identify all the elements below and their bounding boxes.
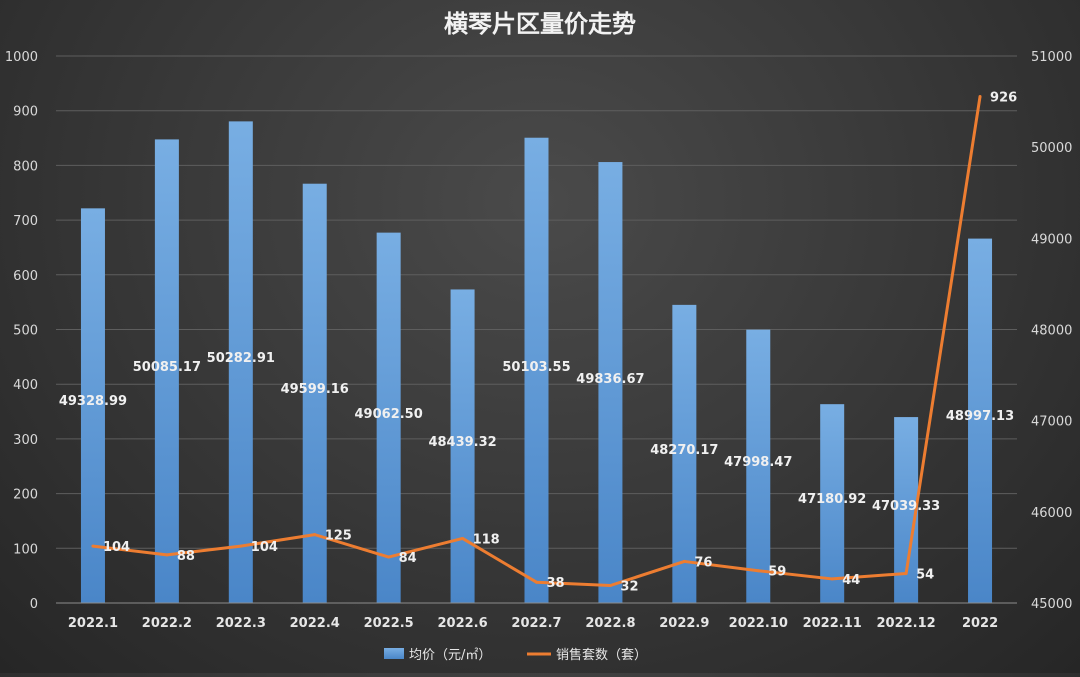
y-left-tick-label: 300 <box>13 433 38 448</box>
y-right-tick-label: 49000 <box>1031 232 1072 247</box>
y-right-tick-label: 51000 <box>1031 50 1072 65</box>
line-point <box>91 544 95 548</box>
bar-value-label: 47998.47 <box>724 455 792 470</box>
bar-value-label: 49328.99 <box>59 394 127 409</box>
bar-value-label: 49599.16 <box>281 382 349 397</box>
y-left-tick-label: 200 <box>13 488 38 503</box>
chart-title: 横琴片区量价走势 <box>444 10 636 38</box>
x-tick-label: 2022.1 <box>68 616 118 631</box>
x-tick-label: 2022.9 <box>659 616 709 631</box>
line-point <box>239 544 243 548</box>
legend: 均价（元/㎡） 销售套数（套） <box>384 647 647 663</box>
bar <box>746 329 771 603</box>
x-tick-label: 2022.8 <box>585 616 635 631</box>
line-series <box>91 94 982 587</box>
bar <box>450 289 475 603</box>
x-tick-label: 2022.10 <box>729 616 788 631</box>
legend-label-line: 销售套数（套） <box>556 647 647 663</box>
y-right-tick-label: 48000 <box>1031 324 1072 339</box>
x-tick-label: 2022.6 <box>437 616 487 631</box>
x-tick-label: 2022.5 <box>364 616 414 631</box>
bar-value-label: 48270.17 <box>650 443 718 458</box>
bar <box>376 232 401 603</box>
y-left-tick-label: 800 <box>13 159 38 174</box>
line-value-label: 88 <box>177 549 195 564</box>
line-value-label: 125 <box>325 529 352 544</box>
bar <box>820 404 845 603</box>
bar-value-label: 47039.33 <box>872 499 940 514</box>
y-left-tick-label: 400 <box>13 378 38 393</box>
line-point <box>387 555 391 559</box>
line-value-label: 926 <box>990 90 1017 105</box>
line-value-label: 54 <box>916 567 934 582</box>
bar <box>302 183 327 604</box>
legend-swatch-bar <box>384 648 404 659</box>
line-value-label: 118 <box>473 532 500 547</box>
y-left-tick-label: 100 <box>13 542 38 557</box>
line-point <box>682 559 686 563</box>
y-left-tick-label: 600 <box>13 269 38 284</box>
line-value-label: 32 <box>620 579 638 594</box>
x-tick-label: 2022 <box>962 616 998 631</box>
bar-value-label: 50282.91 <box>207 351 275 366</box>
line-value-label: 84 <box>399 551 417 566</box>
y-left-tick-label: 700 <box>13 214 38 229</box>
line-value-label: 104 <box>103 540 130 555</box>
bar-value-label: 47180.92 <box>798 492 866 507</box>
line-value-label: 44 <box>842 573 860 588</box>
bar <box>672 304 697 603</box>
y-right-tick-label: 47000 <box>1031 415 1072 430</box>
bar-value-label: 49062.50 <box>355 407 423 422</box>
x-tick-label: 2022.12 <box>877 616 936 631</box>
line-point <box>165 553 169 557</box>
bar-series <box>80 121 993 604</box>
line-point <box>756 569 760 573</box>
bar <box>598 162 623 603</box>
y-right-tick-label: 46000 <box>1031 506 1072 521</box>
y-left-tick-label: 1000 <box>5 50 38 65</box>
x-tick-label: 2022.4 <box>290 616 340 631</box>
bar <box>80 208 105 604</box>
axes: 0 100 200 300 400 500 600 700 800 900 1000 45000 460… <box>5 50 1072 631</box>
legend-label-bar: 均价（元/㎡） <box>409 648 491 663</box>
line-point <box>830 577 834 581</box>
y-right-tick-label: 50000 <box>1031 141 1072 156</box>
x-tick-label: 2022.2 <box>142 616 192 631</box>
line-value-label: 38 <box>547 576 565 591</box>
y-right-tick-label: 45000 <box>1031 597 1072 612</box>
line-value-label: 104 <box>251 540 278 555</box>
line-point <box>978 94 982 98</box>
data-labels: 49328.99 50085.17 50282.91 49599.16 49062.50… <box>59 90 1017 594</box>
line-value-label: 59 <box>768 565 786 580</box>
bar <box>524 137 549 603</box>
line-point <box>461 536 465 540</box>
x-tick-label: 2022.3 <box>216 616 266 631</box>
bar <box>154 139 179 603</box>
line-point <box>904 571 908 575</box>
y-left-tick-label: 900 <box>13 105 38 120</box>
bar-value-label: 49836.67 <box>576 372 644 387</box>
bar-value-label: 50085.17 <box>133 360 201 375</box>
x-tick-label: 2022.11 <box>803 616 862 631</box>
x-tick-label: 2022.7 <box>511 616 561 631</box>
line-value-label: 76 <box>694 555 712 570</box>
bar <box>228 121 253 604</box>
y-left-tick-label: 500 <box>13 324 38 339</box>
line-point <box>313 533 317 537</box>
y-left-tick-label: 0 <box>30 597 38 612</box>
line-point <box>608 583 612 587</box>
line-point <box>535 580 538 584</box>
bar-value-label: 48997.13 <box>946 409 1014 424</box>
bar <box>968 238 993 604</box>
bar-value-label: 48439.32 <box>428 435 496 450</box>
bar-value-label: 50103.55 <box>502 360 570 375</box>
